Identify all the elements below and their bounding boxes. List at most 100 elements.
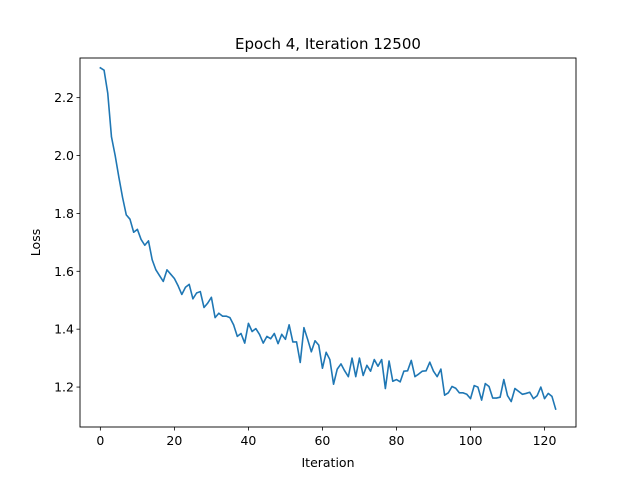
data-point: [429, 361, 431, 363]
x-tick-label: 40: [240, 433, 256, 448]
x-axis-ticks: 0 20 40 60 80 100 120: [96, 427, 557, 448]
data-point: [458, 392, 460, 394]
data-point: [118, 176, 120, 178]
data-point: [170, 273, 172, 275]
data-point: [536, 395, 538, 397]
data-point: [469, 398, 472, 400]
data-point: [307, 338, 309, 340]
data-point: [355, 376, 357, 378]
data-point: [455, 387, 457, 389]
data-point: [466, 393, 468, 395]
data-point: [310, 351, 312, 353]
data-point: [162, 280, 164, 283]
data-point: [418, 373, 420, 375]
data-point: [495, 397, 498, 399]
data-point: [110, 136, 113, 138]
y-tick-label: 2.0: [54, 148, 74, 163]
data-point: [221, 315, 224, 317]
data-point: [214, 317, 216, 319]
data-point: [233, 324, 235, 326]
data-point: [207, 302, 209, 304]
data-point: [481, 399, 483, 401]
data-point: [532, 398, 535, 400]
data-point: [155, 269, 157, 271]
x-tick-label: 0: [96, 433, 104, 448]
data-point: [369, 370, 372, 372]
data-point: [421, 370, 423, 372]
data-point: [303, 327, 305, 329]
data-point: [240, 332, 242, 335]
data-point: [273, 332, 275, 335]
data-point: [518, 390, 520, 392]
data-point: [414, 376, 416, 378]
data-point: [347, 376, 349, 378]
data-point: [251, 330, 253, 333]
data-point: [114, 154, 116, 157]
data-point: [432, 370, 435, 372]
plot-area: [80, 58, 576, 427]
data-point: [377, 365, 379, 367]
data-point: [358, 357, 361, 359]
x-axis-label: Iteration: [301, 455, 354, 470]
data-point: [444, 394, 446, 396]
data-point: [270, 338, 272, 340]
data-point: [340, 363, 342, 365]
data-point: [318, 344, 320, 346]
x-tick-label: 60: [314, 433, 330, 448]
data-point: [332, 383, 335, 385]
data-point: [492, 397, 494, 399]
plot-frame: [79, 57, 577, 428]
data-point: [229, 317, 231, 319]
data-point: [258, 333, 261, 335]
data-point: [540, 386, 542, 388]
y-tick-label: 2.2: [54, 90, 74, 105]
y-axis-label: Loss: [28, 229, 43, 256]
data-point: [181, 293, 183, 296]
data-point: [506, 395, 509, 397]
y-tick-label: 1.2: [54, 380, 74, 395]
data-point: [392, 380, 394, 382]
data-point: [236, 335, 238, 338]
data-point: [462, 392, 464, 394]
data-point: [144, 244, 146, 246]
y-tick-label: 1.6: [54, 264, 74, 279]
x-tick-label: 80: [389, 433, 405, 448]
data-point: [292, 341, 294, 343]
data-point: [107, 92, 109, 94]
data-point: [151, 259, 153, 261]
data-point: [555, 408, 557, 410]
data-point: [255, 328, 257, 330]
x-tick-label: 100: [459, 433, 483, 448]
data-point: [399, 381, 401, 383]
series-points: [99, 67, 557, 410]
data-point: [218, 312, 220, 314]
data-point: [447, 392, 449, 394]
data-point: [277, 343, 279, 345]
data-point: [336, 368, 338, 370]
data-point: [403, 370, 405, 372]
data-point: [395, 378, 398, 381]
data-point: [514, 387, 516, 390]
data-point: [158, 275, 161, 277]
data-point: [551, 395, 553, 397]
data-point: [484, 382, 486, 385]
data-point: [99, 67, 101, 69]
data-point: [547, 392, 549, 395]
data-point: [529, 391, 531, 393]
data-point: [266, 335, 268, 338]
data-point: [262, 342, 264, 344]
data-point: [499, 396, 501, 398]
data-point: [503, 378, 505, 381]
data-point: [103, 69, 105, 71]
y-axis-ticks: 1.2 1.4 1.6 1.8 2.0 2.2: [54, 90, 80, 395]
data-point: [121, 196, 124, 199]
data-point: [410, 359, 412, 362]
data-point: [488, 385, 490, 388]
data-point: [203, 306, 205, 309]
y-tick-label: 1.8: [54, 206, 74, 221]
data-point: [373, 358, 375, 361]
x-tick-label: 120: [533, 433, 557, 448]
data-point: [314, 340, 316, 342]
data-point: [295, 341, 298, 343]
